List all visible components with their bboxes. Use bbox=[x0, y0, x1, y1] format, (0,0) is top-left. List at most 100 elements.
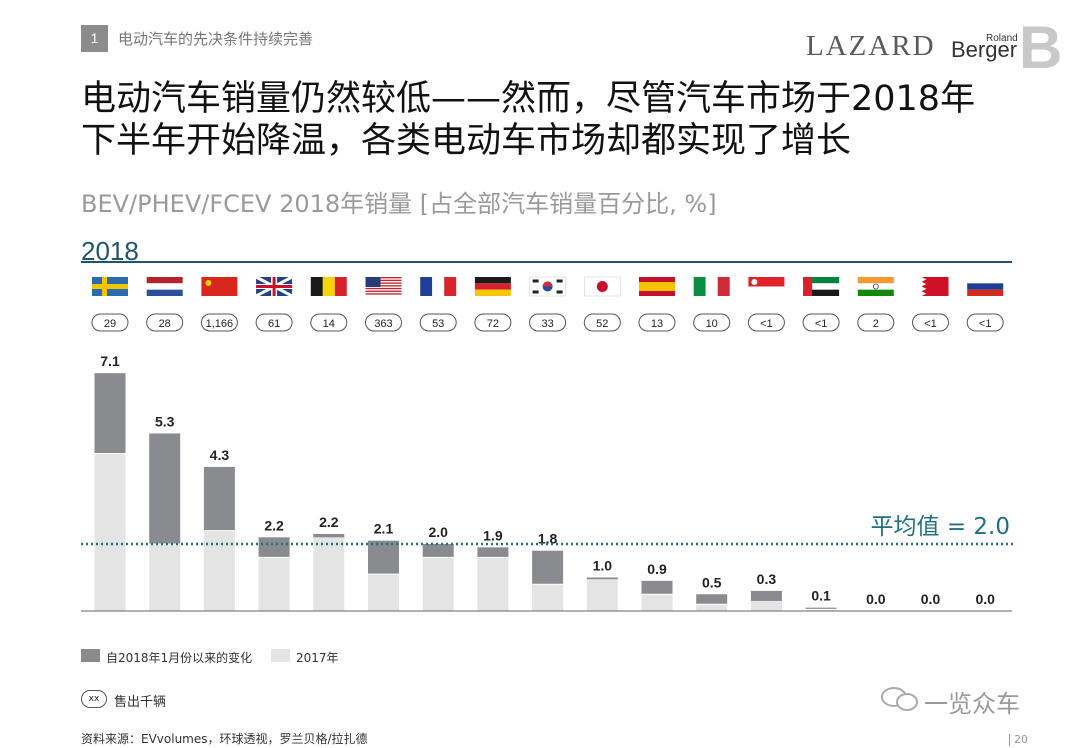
section-title: 电动汽车的先决条件持续完善 bbox=[118, 30, 314, 48]
bar-value-label: 5.3 bbox=[155, 413, 175, 429]
bar-2017 bbox=[258, 557, 290, 611]
sales-pill: 52 bbox=[583, 313, 621, 332]
flag-india-icon bbox=[857, 277, 894, 296]
bar-value-label: 7.1 bbox=[100, 353, 120, 369]
sales-pill-frame bbox=[583, 313, 621, 332]
bar-value-label: 2.0 bbox=[428, 524, 448, 540]
slide-title: 电动汽车销量仍然较低——然而，尽管汽车市场于2018年 下半年开始降温，各类电动… bbox=[81, 78, 1041, 162]
sales-pill-value: 13 bbox=[651, 318, 663, 330]
flag-uk-icon bbox=[255, 275, 293, 298]
sales-pill-frame bbox=[529, 313, 567, 332]
bar-value-label: 2.1 bbox=[374, 521, 394, 537]
bar-value-label: 2.2 bbox=[319, 514, 339, 530]
sales-pill: 29 bbox=[91, 313, 129, 332]
average-label: 平均值 = 2.0 bbox=[871, 514, 1010, 540]
sales-pill-frame bbox=[200, 313, 238, 332]
sales-pill-value: 61 bbox=[268, 318, 280, 330]
bar-value-label: 0.0 bbox=[975, 591, 995, 607]
sales-pill: <1 bbox=[747, 313, 785, 332]
bar-change bbox=[750, 590, 782, 601]
sales-pill: 28 bbox=[146, 313, 184, 332]
sales-pill-frame bbox=[693, 313, 731, 332]
sales-pill: 363 bbox=[365, 313, 402, 332]
bar-change bbox=[368, 540, 399, 575]
bar-change bbox=[258, 537, 290, 558]
year-divider bbox=[81, 261, 1012, 263]
sales-pill-value: 53 bbox=[432, 318, 444, 330]
sales-pill-frame bbox=[912, 313, 949, 332]
bar-2017 bbox=[805, 609, 837, 611]
sales-pill-value: 29 bbox=[104, 318, 116, 330]
flag-south-korea-icon bbox=[529, 276, 566, 297]
lazard-logo: LAZARD bbox=[806, 30, 936, 62]
sales-pill-frame bbox=[802, 313, 840, 332]
bar-value-label: 0.3 bbox=[757, 571, 777, 587]
sales-pill-frame bbox=[255, 313, 293, 332]
bar-2017 bbox=[477, 557, 509, 611]
sales-pill-frame bbox=[310, 313, 348, 332]
sales-pill-frame bbox=[474, 313, 512, 332]
bar-change bbox=[94, 373, 126, 454]
bar-change bbox=[313, 533, 345, 538]
bar-value-label: 2.2 bbox=[264, 517, 284, 533]
sales-pill: 10 bbox=[693, 313, 731, 332]
bar-value-label: 0.1 bbox=[811, 588, 831, 604]
flag-netherlands-icon bbox=[146, 277, 183, 296]
sales-pill: 53 bbox=[419, 313, 457, 332]
bar-value-label: 4.3 bbox=[210, 447, 230, 463]
bar-2017 bbox=[94, 453, 126, 611]
bar-value-label: 1.8 bbox=[538, 531, 558, 547]
bar-value-label: 0.0 bbox=[866, 591, 886, 607]
legend-change-label: 自2018年1月份以来的变化 bbox=[106, 651, 253, 665]
bar-2017 bbox=[696, 604, 728, 611]
bar-2017 bbox=[422, 557, 454, 611]
sales-pill-frame bbox=[747, 313, 785, 332]
flag-italy-icon bbox=[693, 277, 730, 296]
sales-pill-frame bbox=[365, 313, 402, 332]
sales-pill-value: 1,166 bbox=[206, 318, 234, 330]
sales-pill: 2 bbox=[857, 313, 895, 332]
flag-china-icon bbox=[201, 277, 238, 296]
country-flags bbox=[92, 275, 1004, 298]
bar-change bbox=[203, 466, 235, 531]
sales-pill-value: 33 bbox=[541, 318, 553, 330]
sales-pill: <1 bbox=[966, 313, 1004, 332]
sales-pill-value: <1 bbox=[760, 318, 773, 330]
sales-pill-value: 14 bbox=[323, 318, 335, 330]
roland-berger-logo-text: Berger bbox=[951, 37, 1018, 62]
sales-pill-value: 363 bbox=[374, 318, 392, 330]
bar-2017 bbox=[313, 533, 345, 611]
watermark-text: 一览众车 bbox=[924, 690, 1020, 718]
chart-subtitle: BEV/PHEV/FCEV 2018年销量 [占全部汽车销量百分比, %] bbox=[81, 190, 717, 218]
flag-usa-icon bbox=[365, 277, 402, 295]
sales-pill: 1,166 bbox=[200, 313, 238, 332]
wechat-icon bbox=[881, 687, 918, 711]
bar-value-label: 1.9 bbox=[483, 527, 503, 543]
bar-value-labels: 7.1 5.3 4.3 2.2 2.2 2.1 2.0 1.9 1.8 1.0 0.9 0.5 0.3 0… bbox=[100, 353, 995, 607]
sales-pill: <1 bbox=[802, 313, 840, 332]
sales-pill-frame bbox=[857, 313, 895, 332]
units-pill: xx bbox=[81, 690, 107, 708]
sales-pill: 33 bbox=[529, 313, 567, 332]
sales-pill: 72 bbox=[474, 313, 512, 332]
legend-change-swatch bbox=[81, 649, 100, 662]
page-number: 20 bbox=[1014, 733, 1028, 746]
sales-pill-frame bbox=[146, 313, 184, 332]
sales-pill-value: <1 bbox=[924, 318, 937, 330]
sales-pill-value: 72 bbox=[487, 318, 499, 330]
bar-value-label: 0.0 bbox=[921, 591, 941, 607]
flag-germany-icon bbox=[474, 277, 511, 296]
bar-change bbox=[422, 544, 454, 558]
sales-pill-value: 52 bbox=[596, 318, 608, 330]
sales-pill: 61 bbox=[255, 313, 293, 332]
bar-change bbox=[149, 433, 181, 544]
slide-title-line-2: 下半年开始降温，各类电动车市场却都实现了增长 bbox=[81, 121, 852, 161]
bar-2017 bbox=[368, 574, 399, 611]
page-number-divider bbox=[1009, 734, 1010, 746]
bars bbox=[94, 373, 837, 611]
units-label: 售出千辆 bbox=[114, 695, 167, 710]
source-note: 资料来源：EVvolumes，环球透视，罗兰贝格/拉扎德 bbox=[81, 732, 368, 746]
bar-change bbox=[805, 607, 837, 610]
bar-2017 bbox=[149, 544, 181, 611]
